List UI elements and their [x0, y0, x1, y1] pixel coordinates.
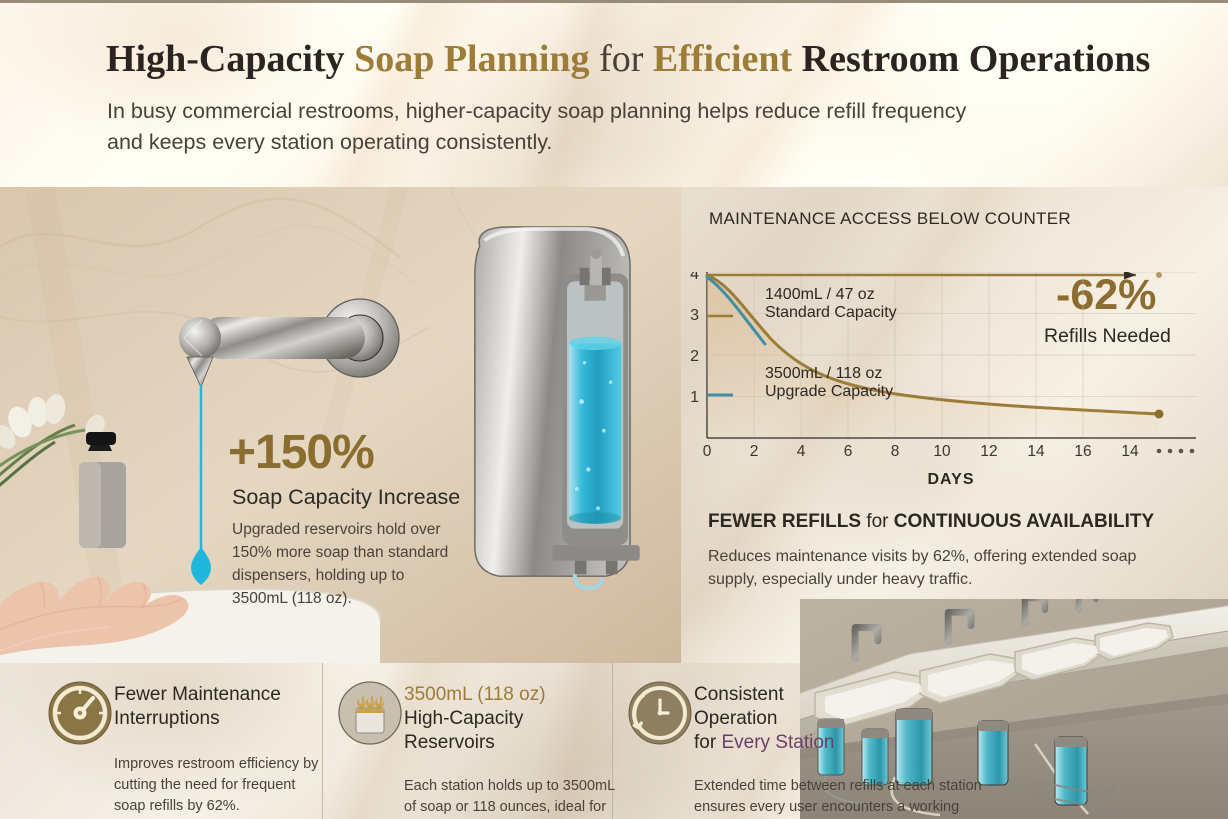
svg-text:4: 4	[797, 443, 806, 460]
svg-text:4: 4	[690, 272, 699, 283]
svg-text:0: 0	[703, 443, 712, 460]
svg-text:8: 8	[891, 443, 900, 460]
svg-text:1: 1	[690, 389, 699, 406]
svg-text:2: 2	[690, 348, 699, 365]
svg-text:10: 10	[933, 443, 951, 460]
svg-text:14: 14	[1027, 443, 1045, 460]
svg-text:16: 16	[1074, 443, 1091, 460]
svg-text:6: 6	[844, 443, 853, 460]
svg-text:3: 3	[690, 307, 699, 324]
svg-text:2: 2	[750, 443, 759, 460]
svg-text:12: 12	[980, 443, 997, 460]
svg-text:DAYS: DAYS	[928, 471, 975, 488]
svg-text:14: 14	[1121, 443, 1139, 460]
